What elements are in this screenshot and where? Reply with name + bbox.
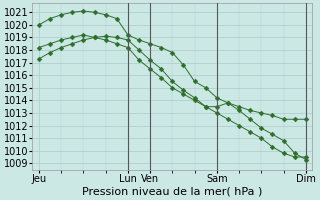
- X-axis label: Pression niveau de la mer( hPa ): Pression niveau de la mer( hPa ): [82, 187, 263, 197]
